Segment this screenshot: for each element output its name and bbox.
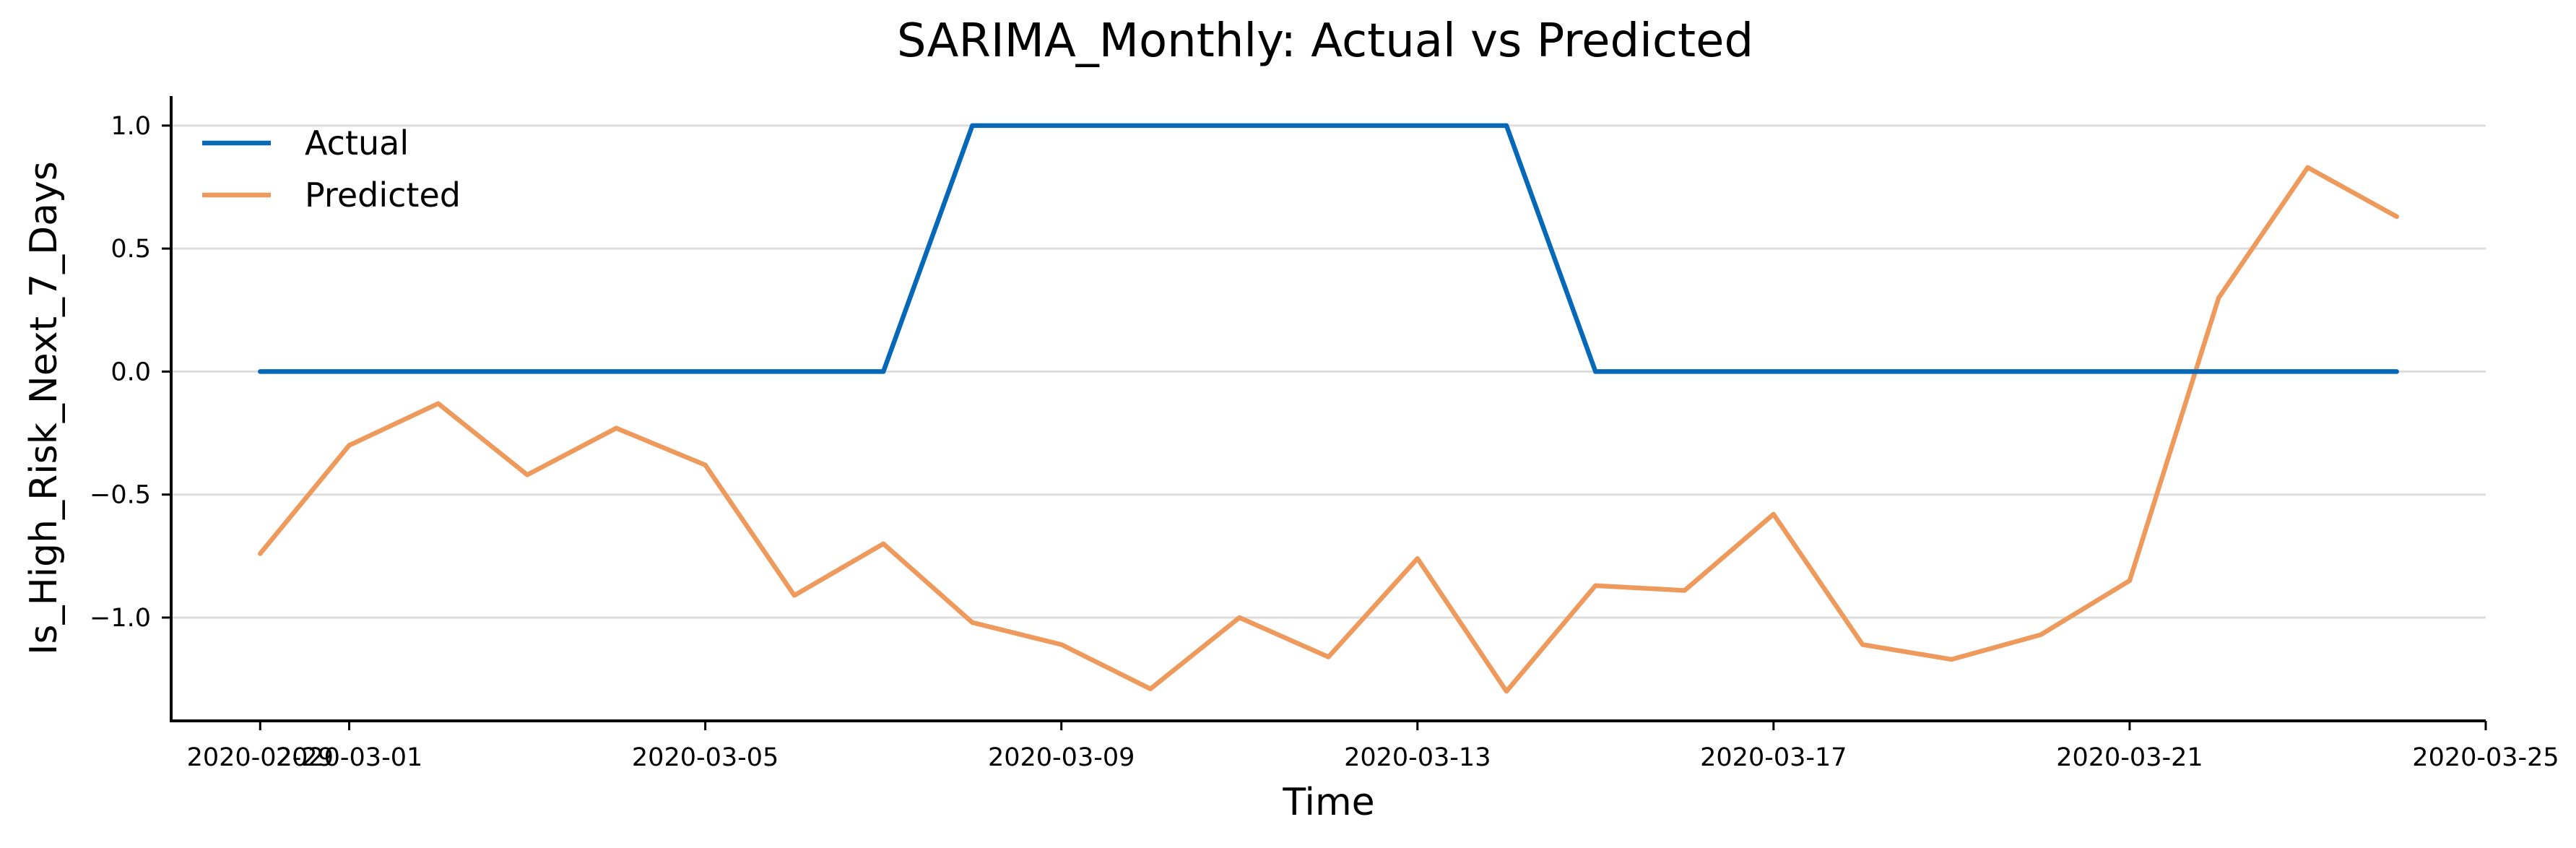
y-tick-label: −0.5 [90,481,151,510]
axes [170,96,2486,722]
x-tick-label: 2020-03-09 [988,743,1135,772]
x-tick-label: 2020-03-13 [1344,743,1491,772]
x-tick-label: 2020-02-29 [187,743,334,772]
x-axis-title: Time [1282,781,1374,824]
x-tick-label: 2020-03-01 [276,743,422,772]
chart-title: SARIMA_Monthly: Actual vs Predicted [897,14,1753,68]
x-tick-label: 2020-03-05 [632,743,779,772]
y-ticks: 1.0 0.5 0.0 −0.5 −1.0 [90,112,171,633]
legend-label-actual: Actual [305,124,409,163]
y-axis-title: Is_High_Risk_Next_7_Days [22,161,66,655]
x-tick-label: 2020-03-17 [1700,743,1847,772]
x-tick-label: 2020-03-21 [2056,743,2203,772]
series-line-actual [258,123,2399,374]
y-tick-label: 0.5 [110,235,151,264]
series-line-predicted [258,165,2399,694]
y-tick-label: −1.0 [90,604,151,633]
series-lines [258,123,2399,694]
y-tick-label: 0.0 [110,358,151,386]
x-tick-label: 2020-03-25 [2412,743,2559,772]
legend-label-predicted: Predicted [305,176,461,215]
y-tick-label: 1.0 [110,112,151,141]
legend: Actual Predicted [202,124,461,215]
